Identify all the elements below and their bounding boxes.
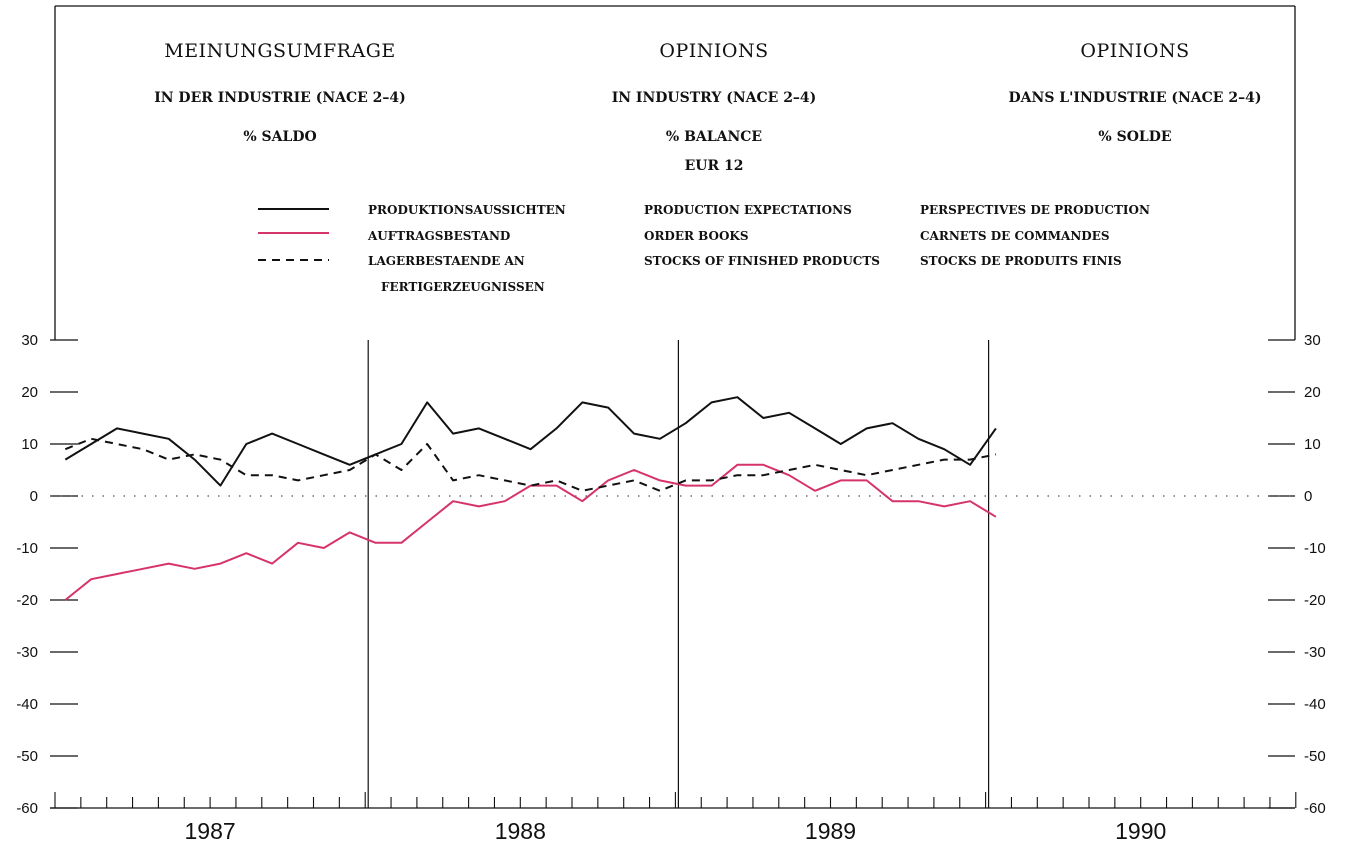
legend-production-en: PRODUCTION EXPECTATIONS (644, 203, 852, 217)
legend-stocks-en: STOCKS OF FINISHED PRODUCTS (644, 254, 880, 268)
legend-production-de: PRODUKTIONSAUSSICHTEN (368, 203, 566, 217)
y-tick-label-left: -50 (16, 748, 38, 765)
y-tick-label-right: -20 (1304, 592, 1326, 609)
year-label: 1989 (805, 818, 856, 844)
y-tick-label-left: 20 (21, 384, 38, 401)
year-label: 1987 (185, 818, 236, 844)
y-tick-label-left: -20 (16, 592, 38, 609)
y-tick-label-right: -40 (1304, 696, 1326, 713)
y-tick-label-right: 10 (1304, 436, 1321, 453)
unit-de: % SALDO (243, 129, 317, 145)
y-tick-label-right: -10 (1304, 540, 1326, 557)
y-tick-label-left: 10 (21, 436, 38, 453)
subtitle-de: IN DER INDUSTRIE (NACE 2–4) (154, 90, 406, 106)
subtitle-fr: DANS L'INDUSTRIE (NACE 2–4) (1008, 90, 1262, 106)
legend-production-fr: PERSPECTIVES DE PRODUCTION (920, 203, 1150, 217)
unit-fr: % SOLDE (1098, 129, 1172, 145)
legend-stocks-fr: STOCKS DE PRODUITS FINIS (920, 254, 1122, 268)
y-tick-label-right: -50 (1304, 748, 1326, 765)
region-en: EUR 12 (684, 158, 744, 174)
y-tick-label-right: -30 (1304, 644, 1326, 661)
year-label: 1990 (1115, 818, 1166, 844)
y-tick-label-right: 20 (1304, 384, 1321, 401)
y-tick-label-left: 30 (21, 332, 38, 349)
y-tick-label-left: -60 (16, 800, 38, 817)
legend-orders-de: AUFTRAGSBESTAND (368, 229, 511, 243)
y-tick-label-left: -30 (16, 644, 38, 661)
title-de: MEINUNGSUMFRAGE (164, 40, 396, 62)
y-tick-label-left: 0 (30, 488, 38, 505)
y-tick-label-left: -10 (16, 540, 38, 557)
legend-stocks-de-cont: FERTIGERZEUGNISSEN (381, 280, 545, 294)
unit-en: % BALANCE (665, 129, 763, 145)
legend-orders-en: ORDER BOOKS (644, 229, 749, 243)
y-tick-label-right: 30 (1304, 332, 1321, 349)
y-tick-label-right: -60 (1304, 800, 1326, 817)
subtitle-en: IN INDUSTRY (NACE 2–4) (611, 90, 817, 106)
y-tick-label-left: -40 (16, 696, 38, 713)
series-production-expectations (64, 396, 997, 487)
series-stocks-finished-products (64, 437, 997, 492)
y-tick-label-right: 0 (1304, 488, 1312, 505)
legend-orders-fr: CARNETS DE COMMANDES (920, 229, 1110, 243)
series-order-books (64, 463, 997, 601)
legend-stocks-de: LAGERBESTAENDE AN (368, 254, 525, 268)
title-fr: OPINIONS (1080, 40, 1190, 62)
year-label: 1988 (495, 818, 546, 844)
title-en: OPINIONS (659, 40, 769, 62)
